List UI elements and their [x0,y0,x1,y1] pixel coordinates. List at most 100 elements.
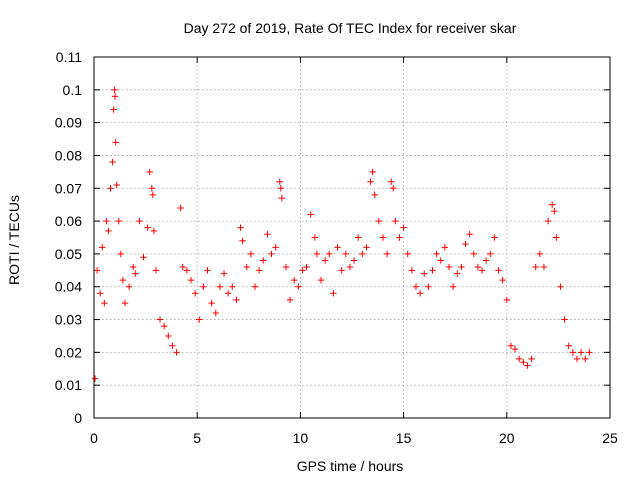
data-point [200,283,207,290]
x-tick-label: 15 [396,430,412,446]
data-point [553,234,560,241]
y-tick-label: 0.08 [55,147,82,163]
data-point [544,217,552,225]
data-point [277,185,284,192]
y-tick-label: 0.05 [55,246,82,262]
data-point [251,283,259,290]
data-point [272,244,279,251]
data-point [540,263,548,271]
data-point [429,267,436,274]
data-point [177,204,184,212]
data-point [179,263,186,271]
data-point [392,217,399,225]
data-point [165,332,172,340]
data-point [354,234,362,241]
data-point [149,191,157,199]
data-point [507,342,515,349]
data-point [136,217,143,225]
data-point [130,263,137,271]
data-point [551,208,558,215]
data-point [369,168,376,176]
data-point [295,283,302,290]
data-point [491,234,498,241]
grid-lines [94,57,610,418]
data-point [363,244,370,251]
data-point [255,267,263,274]
data-point [326,250,333,258]
data-point [233,296,240,304]
data-point [499,276,506,284]
data-point [187,276,195,284]
data-point [278,194,286,202]
data-point [400,224,407,231]
x-tick-label: 10 [293,430,309,446]
data-point [350,257,358,264]
data-point [487,250,494,258]
data-point [303,263,310,271]
data-point [330,290,337,297]
data-point [191,290,199,297]
data-point [582,355,589,363]
data-point [150,227,158,235]
data-point [99,244,106,251]
data-point [311,234,319,241]
y-tick-label: 0 [74,410,82,426]
x-axis-title: GPS time / hours [297,458,404,474]
data-point [458,263,465,271]
data-point [425,283,432,290]
data-point [478,267,486,274]
data-point [93,267,101,274]
data-point [239,237,246,244]
chart-title: Day 272 of 2019, Rate Of TEC Index for r… [184,20,517,36]
data-point [260,257,267,264]
data-point [569,349,577,356]
data-point [107,185,114,192]
data-point [359,250,366,258]
data-point [117,250,125,258]
data-point [160,322,168,330]
data-point [338,267,345,274]
data-point [454,270,461,277]
data-point [449,283,457,290]
data-point [388,178,395,185]
data-point [132,270,139,277]
data-point [148,185,155,192]
data-point [557,283,564,290]
data-point [208,299,215,307]
data-point [146,168,153,176]
data-point [291,276,298,284]
data-point [247,250,255,258]
data-point [462,240,469,248]
data-point [307,211,314,218]
data-point [495,267,502,274]
data-point [313,250,321,258]
data-point [421,270,428,277]
data-point [383,250,391,258]
data-point [286,296,294,304]
y-axis-title: ROTI / TECUs [6,195,22,285]
data-point [220,270,228,277]
data-point [243,263,250,271]
data-point [282,263,290,271]
data-point [416,290,424,297]
data-point [511,345,519,353]
data-point [346,263,354,271]
data-point [216,283,224,290]
data-point [111,93,119,100]
y-tick-label: 0.09 [55,115,82,131]
y-tick-label: 0.01 [55,377,82,393]
data-point [342,250,350,258]
data-point [565,342,572,349]
data-point [503,296,510,304]
data-point [183,267,191,274]
data-point [515,355,523,363]
data-point [125,283,133,290]
x-tick-label: 25 [602,430,618,446]
data-point [441,244,449,251]
data-point [140,253,147,261]
data-point [196,316,203,323]
data-point [445,263,453,271]
data-point [577,349,585,356]
data-point [371,191,378,199]
